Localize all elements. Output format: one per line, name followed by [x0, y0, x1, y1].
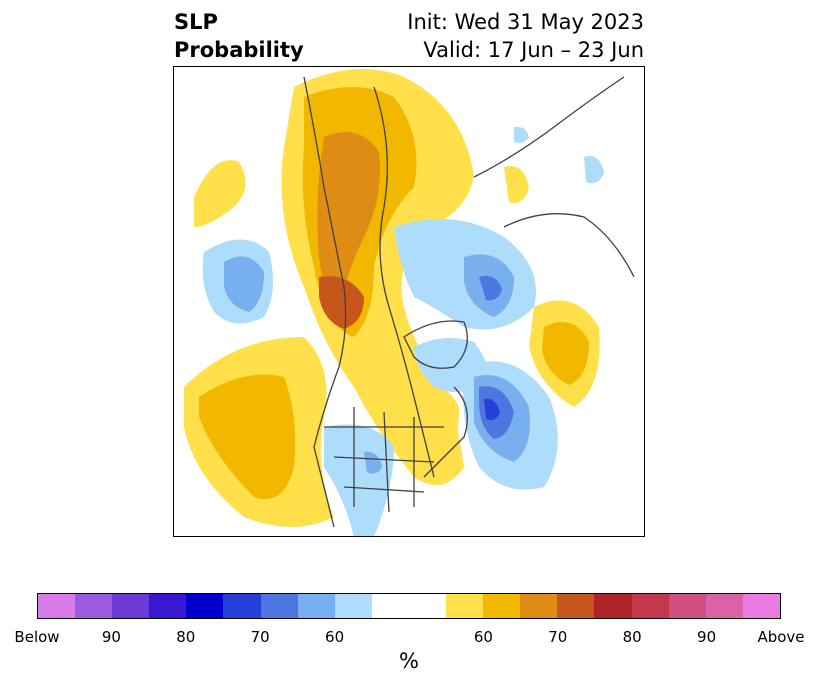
colorbar-tick-label: 70 [548, 628, 568, 646]
title-line-probability: Probability [174, 38, 304, 62]
colorbar-tick-label: 60 [325, 628, 345, 646]
colorbar-segment [594, 594, 632, 618]
colorbar-segment [297, 594, 335, 618]
colorbar-tick-label: 80 [622, 628, 642, 646]
colorbar-segment [38, 594, 76, 618]
colorbar-segment [705, 594, 743, 618]
colorbar-segment [112, 594, 150, 618]
above-normal-shading [184, 69, 600, 527]
colorbar-tick-label: 80 [176, 628, 196, 646]
colorbar-tick-label: Below [14, 628, 60, 646]
coastlines-borders [303, 76, 635, 528]
title-line-slp: SLP [174, 10, 218, 34]
colorbar-segment [260, 594, 298, 618]
colorbar-segment [334, 594, 372, 618]
map-title-right: Init: Wed 31 May 2023 Valid: 17 Jun – 23… [407, 8, 644, 64]
probability-map [184, 69, 635, 536]
valid-range: Valid: 17 Jun – 23 Jun [423, 38, 644, 62]
colorbar-tick-label: 60 [473, 628, 493, 646]
colorbar-tick-label: 90 [101, 628, 121, 646]
colorbar-segment [668, 594, 706, 618]
colorbar-segment [75, 594, 113, 618]
colorbar-segment [557, 594, 595, 618]
colorbar-segment [149, 594, 187, 618]
colorbar-segment [742, 594, 780, 618]
colorbar [37, 593, 781, 619]
below-normal-shading [202, 126, 604, 536]
colorbar-segment [371, 594, 447, 618]
colorbar-segment [520, 594, 558, 618]
colorbar-unit-label: % [399, 649, 419, 673]
map-panel [173, 66, 645, 537]
colorbar-tick-label: Above [757, 628, 805, 646]
init-date: Init: Wed 31 May 2023 [407, 10, 644, 34]
colorbar-segment [223, 594, 261, 618]
colorbar-tick-label: 70 [250, 628, 270, 646]
colorbar-segment [483, 594, 521, 618]
colorbar-segment [446, 594, 484, 618]
colorbar-segment [631, 594, 669, 618]
colorbar-segment [186, 594, 224, 618]
colorbar-tick-label: 90 [697, 628, 717, 646]
map-title-left: SLP Probability [174, 8, 304, 64]
